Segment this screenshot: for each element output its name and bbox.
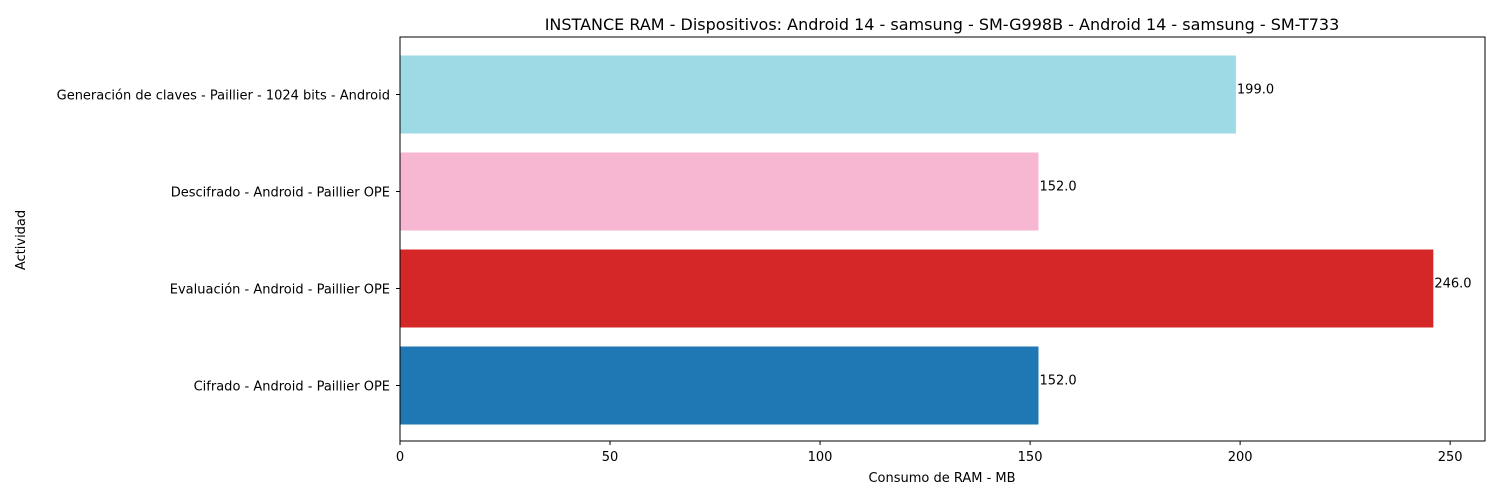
y-tick-labels: Generación de claves - Paillier - 1024 b… [57, 89, 400, 395]
y-tick-label: Cifrado - Android - Paillier OPE [194, 380, 390, 395]
bar [400, 346, 1039, 425]
bar [400, 55, 1236, 134]
x-tick-label: 0 [396, 450, 404, 465]
x-tick-label: 50 [602, 450, 619, 465]
bars-group [400, 55, 1434, 425]
bar [400, 249, 1434, 328]
chart-title: INSTANCE RAM - Dispositivos: Android 14 … [545, 15, 1340, 34]
data-labels: 199.0 152.0 246.0 152.0 [1039, 83, 1471, 389]
x-tick-label: 200 [1228, 450, 1253, 465]
bar-value-label: 246.0 [1434, 277, 1471, 292]
y-tick-label: Generación de claves - Paillier - 1024 b… [57, 89, 390, 104]
x-tick-label: 250 [1438, 450, 1463, 465]
bar-value-label: 152.0 [1039, 374, 1076, 389]
y-tick-label: Evaluación - Android - Paillier OPE [170, 283, 390, 298]
y-tick-label: Descifrado - Android - Paillier OPE [171, 186, 390, 201]
y-axis-label: Actividad [14, 210, 29, 270]
bar-value-label: 152.0 [1039, 180, 1076, 195]
bar-value-label: 199.0 [1237, 83, 1274, 98]
x-ticks: 0 50 100 150 200 250 [396, 441, 1463, 465]
plot-area-frame [399, 36, 1486, 442]
x-axis-label: Consumo de RAM - MB [868, 471, 1015, 486]
bar [400, 152, 1039, 231]
x-tick-label: 150 [1018, 450, 1043, 465]
x-tick-label: 100 [808, 450, 833, 465]
